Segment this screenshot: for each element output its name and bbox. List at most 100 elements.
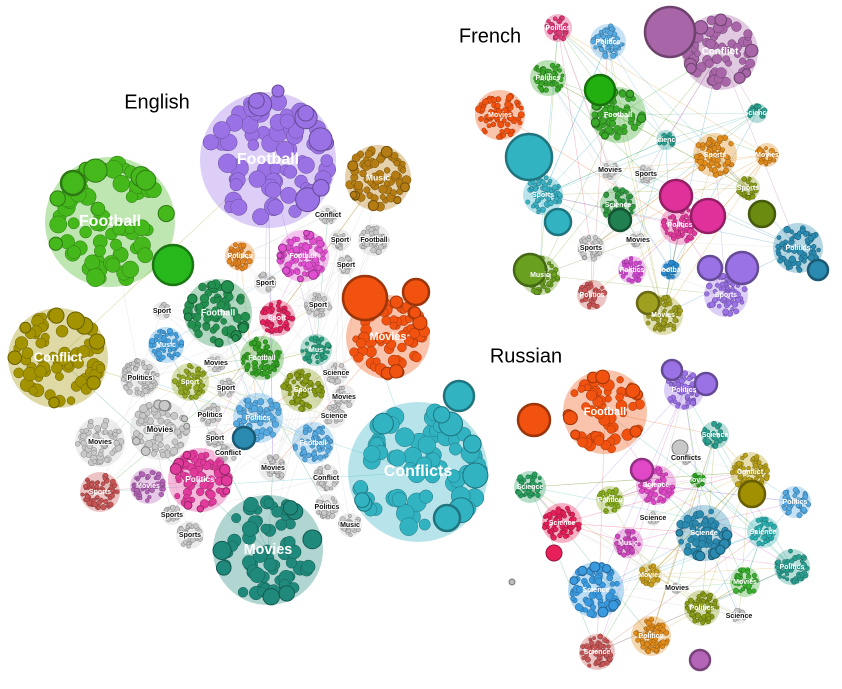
node [620, 273, 626, 279]
node [326, 405, 332, 411]
node [379, 193, 386, 201]
node [698, 164, 705, 172]
node [706, 615, 712, 622]
node [236, 405, 243, 412]
node [287, 384, 292, 389]
node [194, 329, 203, 339]
node [326, 515, 331, 520]
node [733, 308, 740, 315]
node [92, 439, 99, 446]
node [756, 460, 762, 465]
node [701, 592, 707, 598]
edge [215, 357, 263, 364]
cluster-label: Politics [672, 387, 697, 394]
node [297, 104, 315, 122]
node [286, 372, 294, 380]
node [22, 366, 38, 382]
node [393, 160, 401, 167]
node [86, 375, 101, 390]
node [345, 238, 351, 243]
node [196, 471, 206, 481]
node [180, 471, 187, 478]
node [329, 486, 334, 491]
node [256, 353, 262, 360]
edge [649, 574, 740, 617]
node [166, 328, 173, 335]
edge [542, 194, 799, 249]
node [628, 259, 634, 265]
node [269, 364, 275, 370]
edge [557, 27, 592, 249]
node [155, 475, 161, 481]
node [673, 229, 679, 235]
node [175, 512, 182, 519]
cluster-label: Politics [546, 25, 571, 32]
edge [645, 173, 749, 189]
node [612, 186, 619, 193]
node [84, 254, 100, 271]
node [581, 655, 586, 661]
node [724, 158, 732, 166]
node [226, 392, 232, 398]
node [349, 347, 359, 357]
node [159, 451, 167, 459]
node [285, 378, 290, 383]
node [589, 640, 595, 646]
node [553, 526, 559, 533]
node [267, 199, 284, 216]
node [278, 585, 296, 602]
cluster-label: Movies [651, 312, 675, 319]
node [550, 534, 557, 541]
node [324, 464, 331, 471]
node [48, 236, 63, 251]
node [390, 189, 397, 196]
node-cluster [225, 241, 255, 272]
node [294, 269, 301, 275]
node [302, 529, 323, 550]
node [740, 567, 747, 573]
node [79, 225, 92, 239]
panel-title: French [459, 25, 521, 47]
node [315, 360, 320, 365]
node [287, 392, 292, 397]
node [720, 286, 726, 291]
node [257, 398, 265, 406]
node [683, 514, 692, 524]
cluster-label: Sports [89, 489, 111, 496]
node [587, 663, 592, 668]
node [391, 170, 400, 180]
node [281, 266, 291, 275]
node [462, 434, 482, 454]
node [313, 454, 319, 460]
node [685, 394, 691, 400]
node [621, 552, 627, 558]
node [606, 644, 611, 649]
node [324, 453, 329, 458]
node [792, 487, 799, 493]
node [562, 513, 567, 519]
node [715, 605, 720, 610]
cluster-label: Politics [780, 564, 805, 571]
node [816, 247, 821, 253]
node [276, 141, 294, 159]
cluster-label: Science [690, 528, 717, 537]
node [543, 175, 549, 181]
node [240, 311, 251, 322]
node [661, 327, 666, 332]
node-cluster [212, 495, 323, 606]
node [789, 236, 795, 242]
node [646, 625, 651, 631]
node-cluster [130, 399, 191, 460]
edge [627, 542, 703, 609]
node [529, 186, 534, 191]
node [256, 414, 264, 421]
node [283, 320, 289, 326]
node [324, 341, 331, 348]
hub-node [271, 84, 285, 98]
cluster-label: Football [657, 267, 684, 274]
node [28, 386, 38, 396]
node [248, 170, 266, 188]
hub-node [724, 250, 760, 286]
node [289, 252, 297, 260]
node [704, 59, 714, 68]
